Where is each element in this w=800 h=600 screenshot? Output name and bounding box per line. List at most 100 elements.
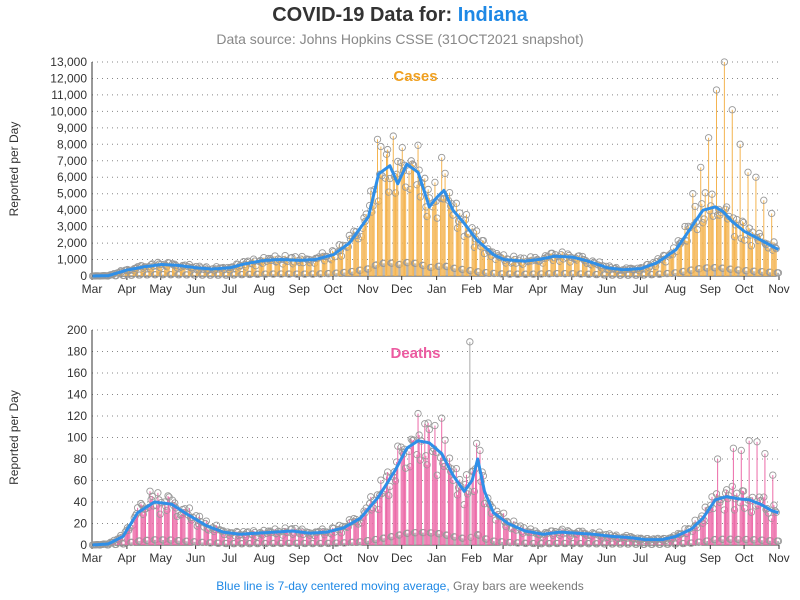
cases-ytick-label: 1,000 <box>57 253 87 267</box>
deaths-xtick-label: Aug <box>665 551 686 565</box>
cases-point <box>413 181 421 189</box>
deaths-point <box>470 487 479 496</box>
footer-average-note: Blue line is 7-day centered moving avera… <box>216 579 450 593</box>
deaths-point <box>761 449 769 458</box>
deaths-xtick-label: Sep <box>289 551 311 565</box>
cases-point <box>421 174 429 182</box>
deaths-ytick-label: 80 <box>74 452 88 466</box>
deaths-point <box>510 517 518 525</box>
title-prefix: COVID-19 Data for: <box>272 4 453 26</box>
cases-point <box>486 248 494 256</box>
cases-point <box>389 132 397 140</box>
cases-xtick-label: Apr <box>529 282 548 296</box>
deaths-point <box>760 493 768 501</box>
deaths-point <box>431 421 439 430</box>
cases-point <box>699 219 707 227</box>
deaths-xtick-label: Feb <box>461 551 482 565</box>
cases-point <box>744 168 752 176</box>
cases-ytick-label: 8,000 <box>57 137 87 151</box>
cases-average-line <box>92 162 780 278</box>
cases-ytick-label: 3,000 <box>57 220 87 234</box>
cases-point <box>755 229 763 237</box>
cases-point <box>708 190 716 198</box>
deaths-xtick-label: Sep <box>700 551 722 565</box>
cases-point <box>697 163 705 172</box>
cases-xtick-label: Oct <box>735 282 754 296</box>
deaths-ytick-label: 20 <box>74 517 88 531</box>
deaths-ytick-label: 40 <box>74 495 88 509</box>
deaths-point <box>391 477 400 485</box>
cases-xtick-label: Nov <box>768 282 789 296</box>
deaths-point <box>394 442 402 450</box>
cases-point <box>722 203 731 211</box>
cases-point <box>345 231 353 240</box>
cases-point <box>747 242 756 250</box>
cases-point <box>691 202 699 211</box>
cases-point <box>760 196 768 204</box>
cases-point <box>452 199 460 207</box>
deaths-point <box>184 511 192 519</box>
deaths-point <box>728 482 736 490</box>
cases-point <box>768 209 776 218</box>
cases-ytick-label: 0 <box>80 269 87 283</box>
deaths-ytick-label: 200 <box>67 323 87 337</box>
deaths-ytick-label: 100 <box>67 431 87 445</box>
deaths-point <box>195 512 204 521</box>
deaths-point <box>753 438 761 446</box>
deaths-point <box>423 461 431 469</box>
cases-point <box>471 235 480 243</box>
deaths-ytick-label: 120 <box>67 409 87 423</box>
cases-point <box>770 238 778 246</box>
deaths-point <box>385 491 393 500</box>
cases-point <box>391 189 400 197</box>
deaths-xtick-label: Nov <box>357 551 378 565</box>
cases-point <box>752 173 760 181</box>
deaths-point <box>452 464 460 473</box>
deaths-xtick-label: Jul <box>633 551 648 565</box>
deaths-point <box>476 446 484 455</box>
deaths-xtick-label: Apr <box>118 551 137 565</box>
deaths-panel-title: Deaths <box>390 345 440 362</box>
cases-ytick-label: 7,000 <box>57 154 87 168</box>
cases-point <box>337 252 346 260</box>
cases-ytick-label: 6,000 <box>57 170 87 184</box>
deaths-point <box>755 493 763 501</box>
page-subtitle: Data source: Johns Hopkins CSSE (31OCT20… <box>216 31 584 47</box>
deaths-xtick-label: Jun <box>186 551 205 565</box>
cases-point <box>416 193 424 201</box>
cases-point <box>376 170 384 178</box>
deaths-point <box>445 454 454 462</box>
deaths-point <box>729 444 738 452</box>
cases-point <box>712 86 721 94</box>
deaths-point <box>185 504 194 512</box>
deaths-point <box>737 446 745 455</box>
deaths-ytick-label: 180 <box>67 345 87 359</box>
cases-panel-title: Cases <box>393 68 437 85</box>
cases-point <box>441 169 449 178</box>
cases-point <box>472 227 481 235</box>
cases-ytick-label: 13,000 <box>50 55 87 69</box>
cases-ytick-label: 12,000 <box>50 71 87 85</box>
cases-xtick-label: Sep <box>700 282 722 296</box>
cases-point <box>383 145 392 154</box>
cases-point <box>772 245 780 253</box>
cases-point <box>373 135 382 144</box>
deaths-point <box>457 482 465 491</box>
deaths-point <box>441 436 449 444</box>
deaths-point <box>361 509 369 517</box>
deaths-xtick-label: Mar <box>493 551 514 565</box>
cases-xtick-label: Jan <box>427 282 446 296</box>
cases-point <box>457 215 465 224</box>
deaths-point <box>154 489 162 497</box>
deaths-point <box>739 487 748 495</box>
cases-xtick-label: Jun <box>597 282 616 296</box>
deaths-point <box>747 508 756 516</box>
cases-ytick-label: 5,000 <box>57 187 87 201</box>
deaths-xtick-label: Jan <box>427 551 446 565</box>
deaths-point <box>163 506 171 515</box>
deaths-xtick-label: Nov <box>768 551 789 565</box>
cases-xtick-label: Jul <box>633 282 648 296</box>
deaths-point <box>156 510 164 518</box>
deaths-point <box>414 409 422 418</box>
cases-y-axis-label: Reported per Day <box>7 122 21 217</box>
